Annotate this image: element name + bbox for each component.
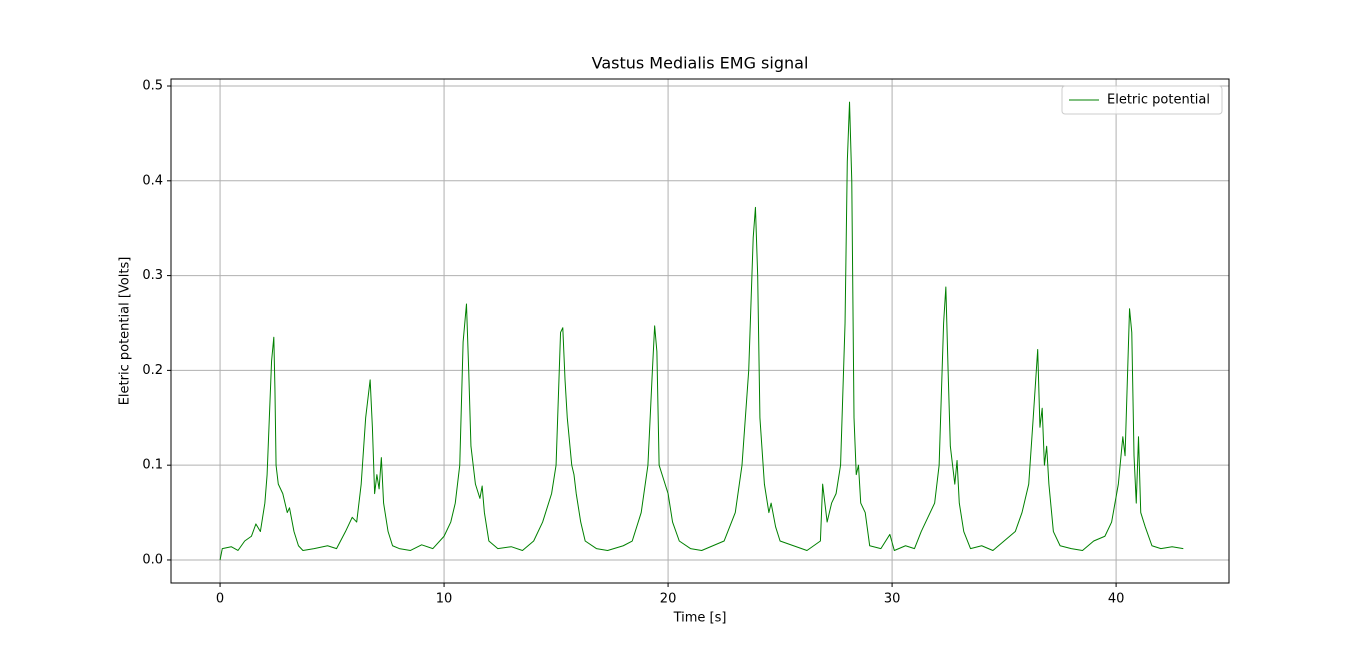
x-tick-label: 30 bbox=[884, 592, 901, 607]
legend-box bbox=[1061, 85, 1223, 115]
x-tick-label: 0 bbox=[216, 592, 224, 607]
y-tick-label: 0.1 bbox=[142, 458, 163, 473]
y-tick-label: 0.0 bbox=[142, 552, 163, 567]
legend: Eletric potential bbox=[1061, 85, 1223, 115]
y-tick-label: 0.4 bbox=[142, 173, 163, 188]
plot-frame bbox=[170, 78, 1230, 584]
y-axis-label: Eletric potential [Volts] bbox=[118, 257, 133, 406]
x-tick-label: 10 bbox=[436, 592, 453, 607]
y-tick-label: 0.3 bbox=[142, 268, 163, 283]
y-tick-label: 0.5 bbox=[142, 79, 163, 94]
chart-title: Vastus Medialis EMG signal bbox=[592, 54, 809, 73]
x-tick-label: 20 bbox=[660, 592, 677, 607]
y-tick-label: 0.2 bbox=[142, 363, 163, 378]
x-axis-label: Time [s] bbox=[673, 611, 727, 626]
data-line bbox=[219, 101, 1184, 561]
legend-label: Eletric potential bbox=[1107, 93, 1210, 108]
x-tick-label: 40 bbox=[1108, 592, 1125, 607]
